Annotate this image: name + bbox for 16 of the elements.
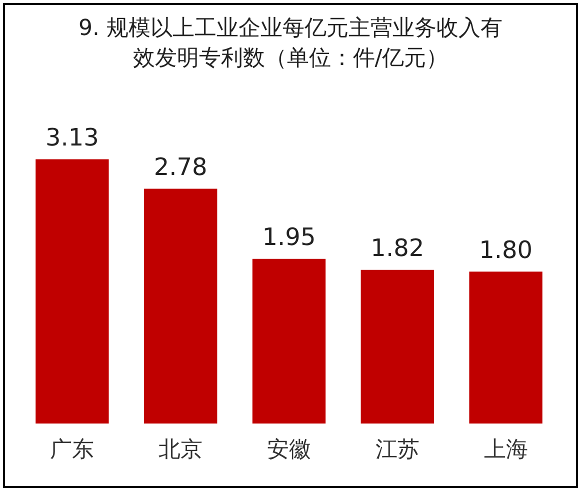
bar xyxy=(469,272,542,424)
bar xyxy=(252,258,326,424)
bar xyxy=(36,159,109,424)
x-tick-label: 广东 xyxy=(50,438,94,463)
chart-title: 9. 规模以上工业企业每亿元主营业务收入有效发明专利数（单位：件/亿元） xyxy=(78,15,504,73)
data-label: 3.13 xyxy=(45,123,99,152)
data-label: 1.80 xyxy=(479,236,533,264)
bar xyxy=(360,270,434,424)
x-tick-label: 北京 xyxy=(158,438,203,463)
data-label: 1.95 xyxy=(262,223,316,252)
bar xyxy=(144,188,218,424)
x-tick-label: 江苏 xyxy=(375,438,420,463)
x-tick-label: 上海 xyxy=(484,438,528,463)
x-tick-label: 安徽 xyxy=(267,438,311,463)
data-label: 1.82 xyxy=(370,234,424,262)
data-label: 2.78 xyxy=(154,153,208,182)
